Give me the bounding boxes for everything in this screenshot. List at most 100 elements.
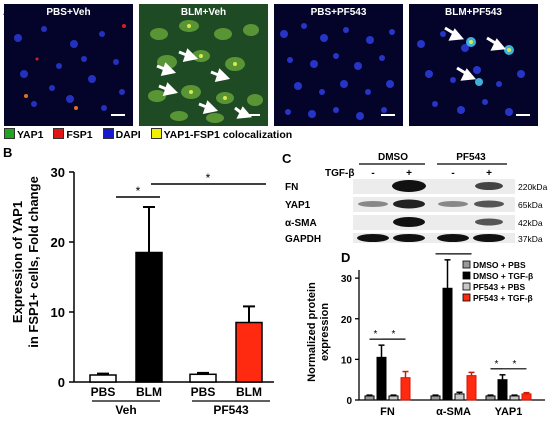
chart-d-bar — [509, 395, 520, 401]
chart-d-sig-star: * — [374, 329, 378, 340]
chart-d-xtick-label: α-SMA — [436, 406, 471, 418]
chart-d-bar — [442, 287, 453, 401]
swatch-yap1 — [4, 128, 15, 139]
legend-yap1: YAP1 — [4, 128, 44, 141]
sig-star-1: * — [136, 184, 141, 198]
panel-b-letter: B — [3, 145, 13, 160]
lane-sign: - — [371, 168, 374, 179]
chart-d-legend-swatch — [462, 271, 471, 280]
scale-bar — [246, 114, 260, 116]
chart-d-sig-star: * — [458, 250, 462, 255]
chart-d-xtick-label: FN — [380, 406, 395, 418]
micrograph-title: PBS+PF543 — [310, 7, 367, 18]
chart-d-bar — [466, 375, 477, 401]
chart-d-legend-swatch — [462, 260, 471, 269]
scale-bar — [111, 114, 125, 116]
chart-d-legend-label: PF543 + TGF-β — [473, 293, 533, 303]
chart-b-xtick-label: BLM — [136, 385, 162, 399]
chart-d-legend-label: DMSO + TGF-β — [473, 271, 533, 281]
micrograph-title: PBS+Veh — [46, 7, 91, 18]
chart-b-ylabel: Expression of YAP1 in FSP1+ cells, Fold … — [10, 176, 41, 348]
chart-b: Expression of YAP1 in FSP1+ cells, Fold … — [10, 165, 274, 417]
chart-d: Normalized protein expression 0 10 20 30 * *… — [306, 250, 545, 418]
panel-a-legend: YAP1 FSP1 DAPI YAP1-FSP1 colocalization — [4, 128, 299, 141]
chart-d-bar — [400, 377, 411, 401]
micrograph-title: BLM+Veh — [180, 7, 227, 18]
chart-d-ytick-label: 10 — [341, 355, 353, 366]
micrograph-blm-veh: BLM+Veh — [139, 4, 268, 126]
chart-b-ytick-label: 10 — [51, 305, 65, 320]
chart-b-bar — [189, 373, 217, 383]
chart-d-xtick-label: YAP1 — [495, 406, 523, 418]
chart-d-sig-star: * — [440, 250, 444, 255]
chart-d-ytick-label: 20 — [341, 315, 353, 326]
western-blot: DMSO PF543 TGF-β - + - + FN YAP1 α-SMA G… — [285, 152, 548, 243]
chart-d-ylabel-line2: expression — [319, 303, 331, 361]
chart-d-ylabel-line1: Normalized protein — [306, 282, 318, 382]
panel-c-letter: C — [282, 151, 292, 166]
legend-dapi: DAPI — [102, 128, 141, 141]
size-label-asma: 42kDa — [518, 218, 543, 228]
blot-strip-yap1 — [353, 197, 515, 212]
protein-label-asma: α-SMA — [285, 218, 317, 229]
micrograph-pbs-veh-cells — [14, 24, 126, 111]
swatch-fsp1 — [53, 128, 65, 139]
scale-bar — [516, 114, 530, 116]
chart-d-bar — [454, 393, 465, 401]
chart-b-ytick-label: 0 — [58, 375, 65, 390]
protein-label-gapdh: GAPDH — [285, 234, 321, 243]
legend-colocalization: YAP1-FSP1 colocalization — [150, 128, 293, 141]
legend-label: FSP1 — [66, 129, 93, 141]
protein-label-fn: FN — [285, 182, 298, 193]
chart-b-ytick-label: 20 — [51, 235, 65, 250]
micrograph-pbs-veh: PBS+Veh — [4, 4, 133, 126]
panel-d-letter: D — [341, 250, 351, 265]
chart-d-ytick-label: 0 — [346, 396, 352, 407]
chart-d-sig-star: * — [495, 359, 499, 370]
legend-label: YAP1 — [17, 129, 44, 141]
micrograph-blm-pf543-cells — [417, 26, 525, 116]
legend-label: DAPI — [115, 129, 141, 141]
size-label-gapdh: 37kDa — [518, 234, 543, 243]
scale-bar — [381, 114, 395, 116]
micrograph-blm-veh-cells — [148, 20, 263, 123]
treatment-pf543: PF543 — [456, 152, 486, 163]
chart-b-xtick-label: PBS — [191, 385, 216, 399]
chart-d-bar — [430, 395, 441, 401]
chart-d-legend-label: PF543 + PBS — [473, 282, 526, 292]
blot-bands — [357, 180, 505, 242]
chart-d-bar — [485, 395, 496, 401]
blot-strip-fn — [353, 179, 515, 194]
swatch-colocalization — [150, 128, 162, 139]
chart-d-legend-swatch — [462, 293, 471, 302]
chart-d-sig-star: * — [392, 329, 396, 340]
chart-d-sig-star: * — [513, 359, 517, 370]
lane-sign: + — [486, 168, 492, 179]
sig-star-2: * — [206, 171, 211, 185]
tgf-label: TGF-β — [325, 168, 354, 179]
micrograph-blm-pf543: BLM+PF543 — [409, 4, 538, 126]
chart-d-bar — [497, 379, 508, 401]
group-label-pf543: PF543 — [213, 403, 249, 417]
lane-sign: - — [451, 168, 454, 179]
treatment-dmso: DMSO — [378, 152, 408, 163]
chart-d-ytick-label: 30 — [341, 274, 353, 285]
blot-strip-gapdh — [353, 233, 515, 243]
blot-strip-asma — [353, 215, 515, 230]
legend-fsp1: FSP1 — [53, 128, 93, 141]
chart-d-bar — [376, 356, 387, 401]
chart-b-bar — [235, 321, 263, 383]
chart-b-ytick-label: 30 — [51, 165, 65, 180]
chart-d-bar — [388, 395, 399, 401]
chart-b-bar — [89, 374, 117, 383]
chart-b-ylabel-line2: in FSP1+ cells, Fold change — [26, 176, 41, 348]
lane-sign: + — [406, 168, 412, 179]
size-label-yap1: 65kDa — [518, 200, 543, 210]
legend-label: YAP1-FSP1 colocalization — [163, 129, 293, 141]
chart-b-ylabel-line1: Expression of YAP1 — [10, 201, 25, 323]
micrograph-title: BLM+PF543 — [445, 7, 502, 18]
protein-label-yap1: YAP1 — [285, 200, 311, 211]
group-label-veh: Veh — [115, 403, 136, 417]
chart-d-legend-label: DMSO + PBS — [473, 260, 526, 270]
chart-b-xtick-label: BLM — [236, 385, 262, 399]
